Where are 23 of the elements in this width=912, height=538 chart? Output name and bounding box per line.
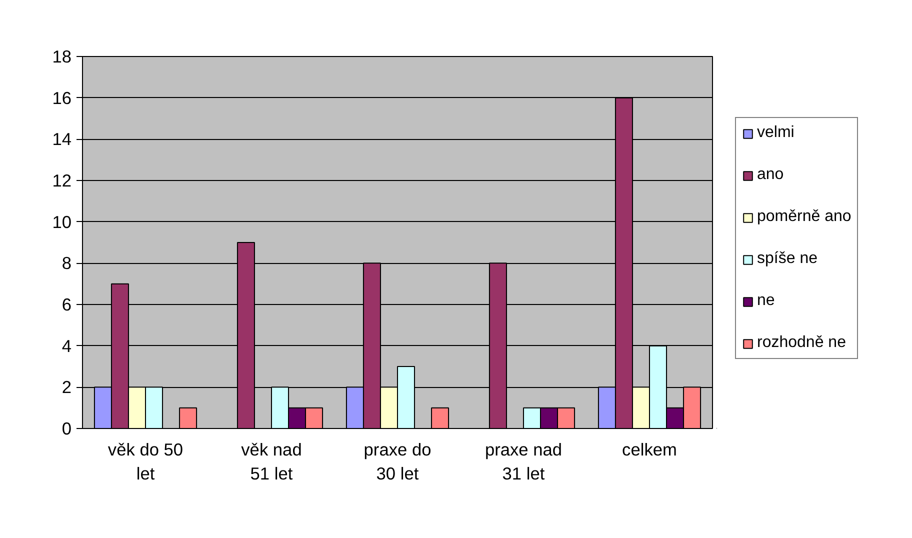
y-tick-label: 8: [62, 253, 72, 274]
legend-label: rozhodně ne: [757, 334, 846, 352]
x-tick-label: praxe do 30 let: [364, 440, 432, 484]
y-tick-label: 16: [52, 88, 72, 108]
x-tick-label: celkem: [622, 440, 677, 460]
x-tick-label: praxe nad 31 let: [484, 440, 562, 484]
legend-label: spíše ne: [757, 250, 818, 268]
legend-label: ne: [757, 292, 776, 310]
x-tick-label: věk nad 51 let: [241, 440, 302, 484]
y-tick-label: 12: [52, 170, 72, 190]
y-tick-label: 6: [62, 294, 72, 314]
y-tick-label: 10: [52, 212, 72, 232]
bar: [179, 407, 198, 428]
legend-label: poměrně ano: [757, 208, 852, 226]
y-tick-label: 2: [62, 377, 72, 398]
bar: [431, 407, 450, 428]
legend-label: ano: [757, 166, 784, 184]
y-tick-label: 14: [52, 129, 72, 150]
x-tick-label: věk do 50 let: [108, 440, 184, 484]
y-tick-label: 18: [52, 46, 72, 66]
y-tick-label: 0: [62, 418, 72, 438]
y-tick-label: 4: [62, 336, 72, 356]
legend-label: velmi: [757, 124, 794, 142]
